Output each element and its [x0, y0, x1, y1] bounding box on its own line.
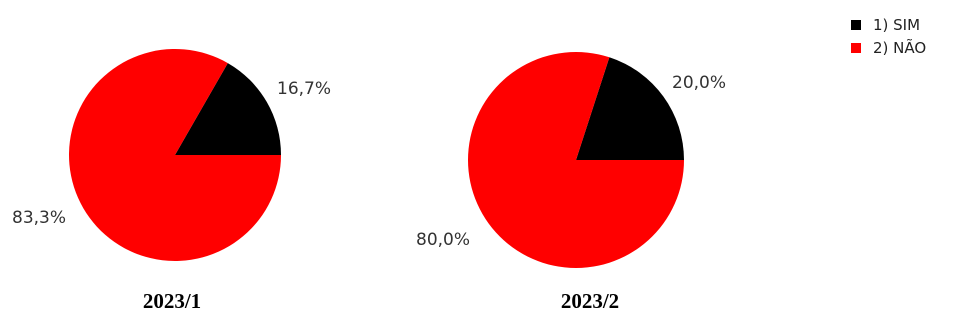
pie-slice-2-n-o [69, 49, 282, 262]
legend-swatch [851, 43, 861, 53]
legend-label: 2) NÃO [873, 38, 926, 57]
chart-caption: 2023/2 [561, 289, 619, 313]
pie-chart-2: 20,0% 80,0% 2023/2 [416, 52, 726, 313]
pie-slice-label: 20,0% [672, 73, 726, 93]
pie-chart-1: 16,7% 83,3% 2023/1 [12, 49, 331, 313]
pie-slice-label: 83,3% [12, 208, 66, 228]
legend-label: 1) SIM [873, 16, 920, 34]
pie-slice-label: 80,0% [416, 230, 470, 250]
pie-slice-1-sim [175, 63, 281, 155]
pie-slice-1-sim [576, 57, 684, 160]
legend: 1) SIM 2) NÃO [851, 16, 926, 57]
chart-caption: 2023/1 [143, 289, 201, 313]
pie-slice-2-n-o [468, 52, 684, 269]
legend-swatch [851, 20, 861, 30]
pie-slice-label: 16,7% [277, 79, 331, 99]
